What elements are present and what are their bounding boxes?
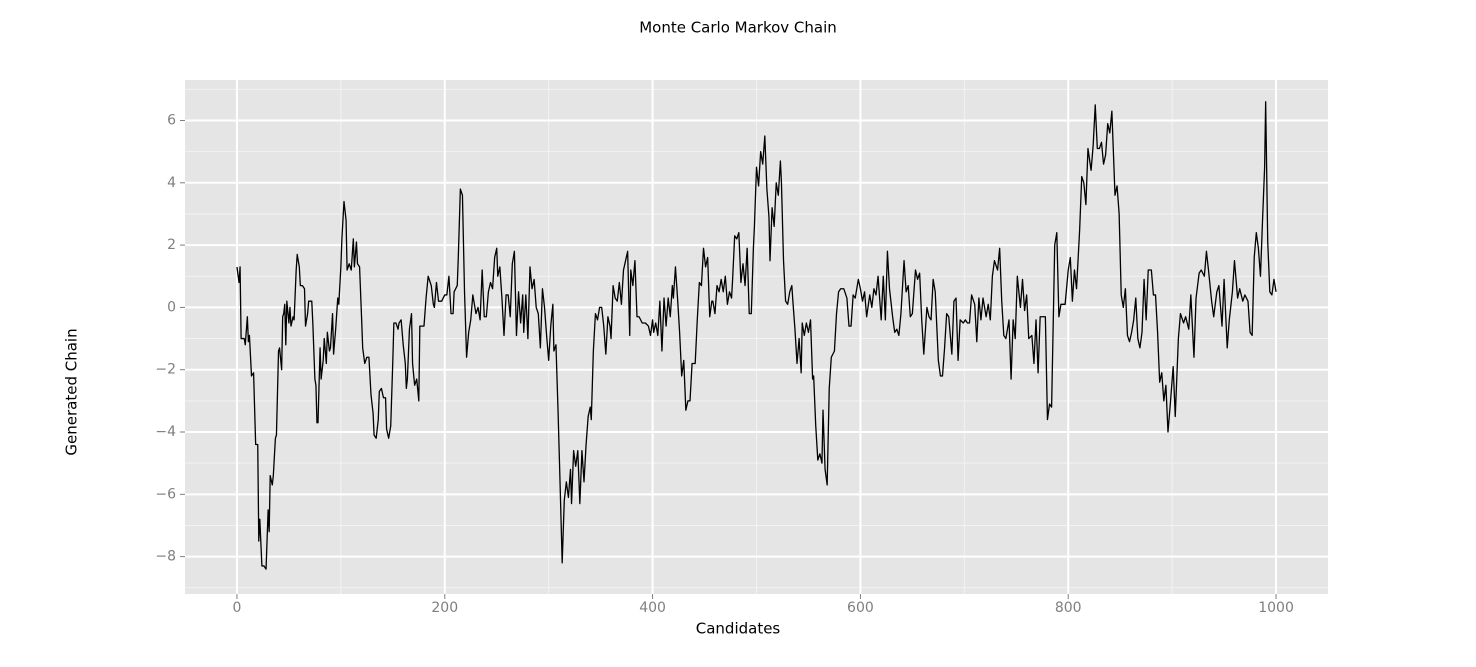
y-tick-label: 4	[167, 175, 176, 191]
x-tick-label: 600	[847, 600, 874, 616]
y-axis-label: Generated Chain	[63, 328, 81, 455]
y-tick-label: −4	[155, 424, 176, 440]
x-tick-label: 1000	[1258, 600, 1294, 616]
chart-title: Monte Carlo Markov Chain	[639, 19, 837, 37]
y-tick-label: −8	[155, 549, 176, 565]
x-tick-label: 200	[431, 600, 458, 616]
x-axis-label: Candidates	[696, 620, 781, 638]
data-line	[236, 101, 1277, 570]
y-tick-label: −2	[155, 362, 176, 378]
y-tick-label: 6	[167, 112, 176, 128]
y-tick-label: −6	[155, 486, 176, 502]
x-tick-label: 800	[1055, 600, 1082, 616]
x-tick-label: 0	[232, 600, 241, 616]
y-tick-label: 2	[167, 237, 176, 253]
x-tick-label: 400	[639, 600, 666, 616]
y-tick-label: 0	[167, 299, 176, 315]
